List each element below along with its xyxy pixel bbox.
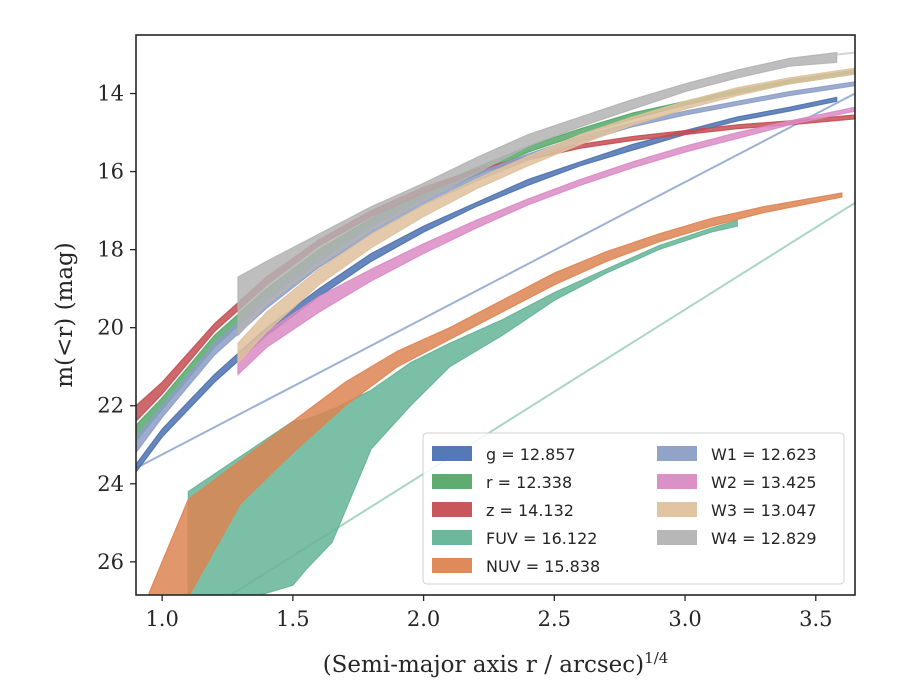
x-axis-title: (Semi-major axis r / arcsec)1/4 (323, 649, 669, 678)
y-tick-label: 22 (97, 394, 124, 418)
series-band-nuv (148, 192, 843, 595)
legend-box (422, 432, 845, 585)
x-tick-label: 1.0 (145, 607, 178, 631)
legend-label-fuv: FUV = 16.122 (486, 529, 597, 548)
legend-swatch-g (432, 446, 472, 461)
x-tick-label: 2.0 (407, 607, 440, 631)
x-tick-label: 3.5 (799, 607, 832, 631)
legend-swatch-r (432, 474, 472, 489)
x-axis-title-main: (Semi-major axis r / arcsec) (323, 652, 644, 678)
series-bands (136, 51, 855, 595)
y-tick-label: 20 (97, 316, 124, 340)
y-tick-label: 18 (97, 238, 124, 262)
y-tick-label: 26 (97, 550, 124, 574)
series-band-w1 (136, 81, 855, 454)
plot-frame (135, 34, 856, 596)
legend-label-w1: W1 = 12.623 (711, 445, 817, 464)
y-tick-label: 14 (97, 82, 124, 106)
legend-label-w3: W3 = 13.047 (711, 501, 817, 520)
legend-swatch-w4 (657, 530, 697, 545)
legend-swatch-z (432, 502, 472, 517)
legend-label-w4: W4 = 12.829 (711, 529, 817, 548)
legend-label-g: g = 12.857 (486, 445, 576, 464)
y-axis-title: m(<r) (mag) (52, 242, 78, 388)
y-tick-label: 16 (97, 160, 124, 184)
legend: g = 12.857 r = 12.338 z = 14.132 FUV = 16.1… (422, 432, 845, 585)
legend-label-z: z = 14.132 (486, 501, 574, 520)
legend-label-nuv: NUV = 15.838 (486, 557, 600, 576)
model-line-g (136, 92, 855, 470)
x-axis-title-exponent: 1/4 (644, 649, 668, 667)
x-tick-label: 1.5 (276, 607, 309, 631)
legend-swatch-w2 (657, 474, 697, 489)
series-band-w3 (237, 67, 855, 365)
y-axis: 14 16 18 20 22 24 26 (97, 82, 136, 574)
x-tick-label: 2.5 (538, 607, 571, 631)
y-tick-label: 24 (97, 472, 124, 496)
legend-swatch-nuv (432, 558, 472, 573)
model-line-w4 (836, 51, 855, 56)
x-tick-label: 3.0 (668, 607, 701, 631)
legend-label-w2: W2 = 13.425 (711, 473, 817, 492)
legend-swatch-fuv (432, 530, 472, 545)
series-band-w4 (237, 51, 838, 338)
legend-swatch-w3 (657, 502, 697, 517)
series-band-w2 (237, 106, 855, 376)
legend-label-r: r = 12.338 (486, 473, 572, 492)
x-axis: 1.0 1.5 2.0 2.5 3.0 3.5 (145, 595, 832, 631)
legend-swatch-w1 (657, 446, 697, 461)
